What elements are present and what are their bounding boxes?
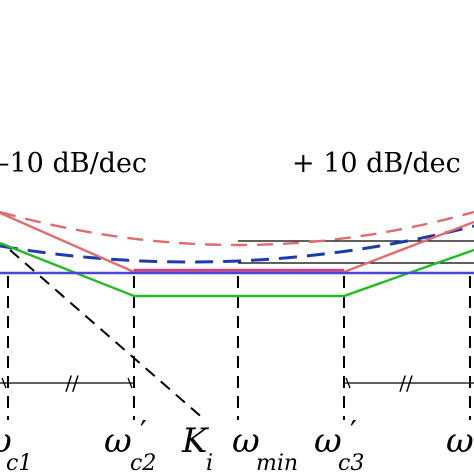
subscript-min: min	[256, 451, 298, 474]
subscript-c2: c2	[130, 451, 156, 474]
red-dashed-curve	[0, 210, 474, 247]
omega-symbol: ω	[104, 421, 132, 461]
break-mark-left: //	[65, 371, 79, 395]
prime-mark: ′	[140, 415, 147, 450]
dimension-line-right	[344, 377, 474, 389]
slope-label-right: + 10 dB/dec	[292, 148, 461, 179]
subscript-c1: c1	[6, 451, 32, 474]
blue-dashed-curve	[0, 224, 474, 264]
diagonal-dashed-line	[9, 249, 206, 421]
omega-symbol: ω	[446, 421, 474, 461]
label-omega-c3: ω ′ c3	[314, 415, 364, 474]
label-k-i: K i	[181, 421, 213, 474]
label-omega-min: ω min	[232, 421, 298, 474]
subscript-i: i	[206, 451, 213, 474]
omega-symbol: ω	[0, 421, 12, 461]
omega-symbol: ω	[314, 421, 342, 461]
label-omega-right: ω	[446, 421, 474, 461]
k-symbol: K	[181, 421, 210, 461]
break-mark-right: //	[399, 371, 413, 395]
slope-label-left: –10 dB/dec	[0, 148, 147, 179]
label-omega-c1: ω c1	[0, 421, 32, 474]
label-omega-c2: ω ′ c2	[104, 415, 156, 474]
prime-mark: ′	[350, 415, 357, 450]
dimension-line-left	[0, 377, 134, 389]
subscript-c3: c3	[338, 451, 364, 474]
omega-symbol: ω	[232, 421, 260, 461]
